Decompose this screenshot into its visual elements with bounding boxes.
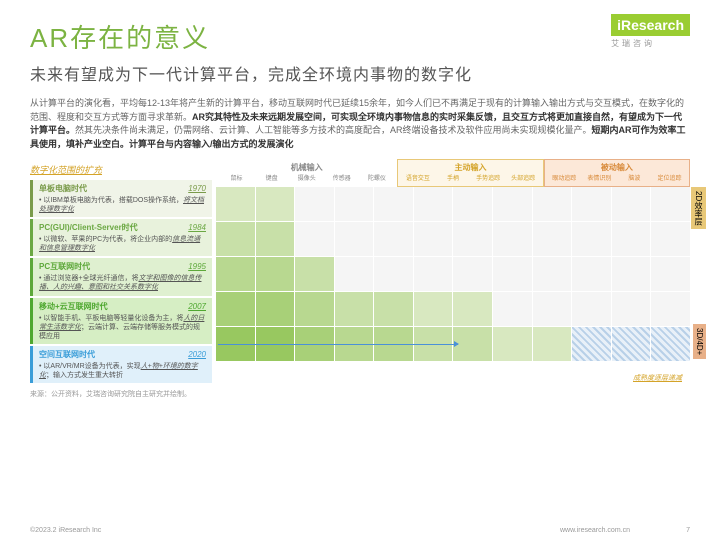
matrix-cell — [414, 257, 453, 291]
era-block: PC(GUI)/Client-Server时代1984• 以微软、苹果的PC为代… — [30, 219, 212, 256]
matrix-cell — [414, 222, 453, 256]
matrix-cell — [612, 292, 651, 326]
matrix-cell — [493, 187, 532, 221]
matrix-cell — [651, 257, 690, 291]
col-group: 机械输入鼠标键盘摄像头传感器陀螺仪 — [216, 159, 397, 187]
matrix-area: 机械输入鼠标键盘摄像头传感器陀螺仪主动输入语音交互手柄手势追踪头部追踪被动输入眼… — [216, 159, 690, 385]
matrix-cell — [572, 222, 611, 256]
evolution-diagram: 数字化范围的扩充 单板电脑时代1970• 以IBM单板电脑为代表，搭载DOS操作… — [0, 159, 720, 385]
page-title: AR存在的意义 — [30, 18, 690, 55]
matrix-cell — [533, 187, 572, 221]
matrix-cell — [533, 292, 572, 326]
matrix-cell — [414, 187, 453, 221]
matrix-cell — [612, 222, 651, 256]
matrix-cell — [216, 187, 255, 221]
matrix-cell — [533, 222, 572, 256]
matrix-cell — [493, 292, 532, 326]
matrix-cell — [256, 292, 295, 326]
matrix-cell — [651, 292, 690, 326]
era-column: 数字化范围的扩充 单板电脑时代1970• 以IBM单板电脑为代表，搭载DOS操作… — [30, 159, 212, 385]
matrix-cell — [414, 292, 453, 326]
logo-brand: iResearch — [611, 14, 690, 36]
matrix-cell — [256, 222, 295, 256]
matrix-cell — [453, 222, 492, 256]
col-group: 主动输入语音交互手柄手势追踪头部追踪 — [397, 159, 543, 187]
matrix-cell — [453, 292, 492, 326]
matrix-cell — [295, 187, 334, 221]
era-block: 移动+云互联网时代2007• 以智能手机、平板电脑等轻量化设备为主，将人的日常生… — [30, 298, 212, 344]
matrix-cell — [612, 327, 651, 361]
matrix-cell — [453, 257, 492, 291]
matrix-cell — [374, 222, 413, 256]
matrix-cell — [651, 187, 690, 221]
maturity-label: 成熟度逐层递减 — [633, 373, 682, 383]
matrix-cell — [335, 257, 374, 291]
matrix-cell — [572, 292, 611, 326]
matrix-cell — [335, 222, 374, 256]
site-url: www.iresearch.com.cn — [560, 527, 630, 534]
arrow-line — [218, 344, 458, 345]
footer: ©2023.2 iResearch Inc 7 www.iresearch.co… — [30, 527, 690, 534]
matrix-cell — [216, 292, 255, 326]
v-axis-label: 2D效率层 — [691, 187, 706, 229]
matrix-cell — [374, 292, 413, 326]
source-note: 来源：公开资料，艾瑞咨询研究院自主研究并绘制。 — [0, 385, 720, 403]
era-block: PC互联网时代1995• 通过浏览器+全球光纤通信，将文字和图像的信息传播、人的… — [30, 258, 212, 295]
page-num: 7 — [686, 527, 690, 534]
matrix-cell — [572, 327, 611, 361]
matrix-cell — [493, 222, 532, 256]
era-block: 空间互联网时代2020• 以AR/VR/MR设备为代表，实现人+物+环境的数字化… — [30, 346, 212, 383]
matrix-cell — [651, 327, 690, 361]
matrix-cell — [374, 187, 413, 221]
matrix-cell — [295, 222, 334, 256]
matrix-cell — [256, 187, 295, 221]
matrix-cell — [216, 222, 255, 256]
matrix-cell — [335, 187, 374, 221]
page-subtitle: 未来有望成为下一代计算平台，完成全环境内事物的数字化 — [30, 61, 690, 85]
matrix-cell — [533, 327, 572, 361]
matrix-cell — [256, 257, 295, 291]
matrix-cell — [493, 327, 532, 361]
matrix-cell — [651, 222, 690, 256]
col-group: 被动输入眼动追踪表情识别脑波定位追踪 — [544, 159, 690, 187]
era-block: 单板电脑时代1970• 以IBM单板电脑为代表，搭载DOS操作系统，将文档处理数… — [30, 180, 212, 217]
matrix-cell — [572, 257, 611, 291]
matrix-cell — [612, 257, 651, 291]
matrix-cell — [295, 257, 334, 291]
logo-sub: 艾瑞咨询 — [611, 38, 690, 49]
matrix-cell — [572, 187, 611, 221]
matrix-cell — [335, 292, 374, 326]
matrix-cell — [493, 257, 532, 291]
matrix-cell — [533, 257, 572, 291]
matrix-cell — [216, 257, 255, 291]
matrix-cell — [453, 187, 492, 221]
left-header: 数字化范围的扩充 — [30, 159, 212, 180]
body-text: 从计算平台的演化看，平均每12-13年将产生新的计算平台，移动互联网时代已延续1… — [0, 89, 720, 159]
logo: iResearch 艾瑞咨询 — [611, 14, 690, 49]
matrix-cell — [295, 292, 334, 326]
v-axis-label: 3D/4D+ — [693, 324, 706, 359]
copyright: ©2023.2 iResearch Inc — [30, 527, 101, 534]
matrix-cell — [612, 187, 651, 221]
matrix-cell — [374, 257, 413, 291]
